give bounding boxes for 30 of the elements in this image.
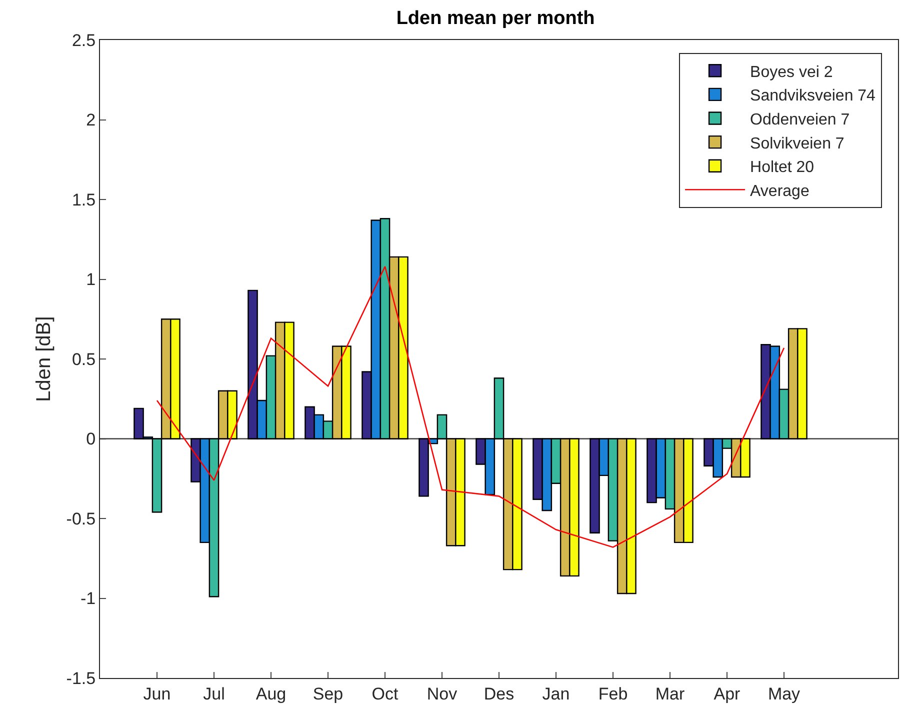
y-tick-label: 0 [86,430,96,449]
y-tick-label: 2.5 [72,30,96,50]
legend-label: Boyes vei 2 [750,64,833,81]
x-tick-label: Jul [203,684,225,704]
y-tick-label: -0.5 [66,509,96,528]
legend-label: Sandviksveien 74 [750,88,876,105]
x-tick-label: Oct [372,684,398,704]
chart-title: Lden mean per month [396,8,595,30]
y-tick-label: 0.5 [72,350,96,369]
y-tick-label: 2 [86,110,96,130]
x-tick-label: Sep [312,684,344,704]
legend-label: Oddenveien 7 [750,112,850,128]
x-tick-label: Feb [598,684,628,704]
y-axis-title: Lden [dB] [32,316,55,402]
x-tick-label: Des [484,684,514,704]
y-tick-label: 1.5 [72,190,96,210]
x-tick-label: Jan [542,684,570,704]
y-tick-label: -1 [80,589,96,608]
x-tick-label: Apr [714,684,741,704]
x-tick-label: Nov [426,684,458,704]
legend-label: Holtet 20 [750,159,814,176]
y-tick-label: -1.5 [66,668,96,688]
x-tick-label: Mar [655,684,685,704]
legend-label: Solvikveien 7 [750,135,844,152]
y-tick-label: 1 [86,270,96,290]
line-series [156,266,785,548]
x-tick-label: May [768,684,801,704]
legend-label: Average [750,182,810,200]
x-tick-label: Aug [256,684,286,704]
x-tick-label: Jun [143,684,171,704]
